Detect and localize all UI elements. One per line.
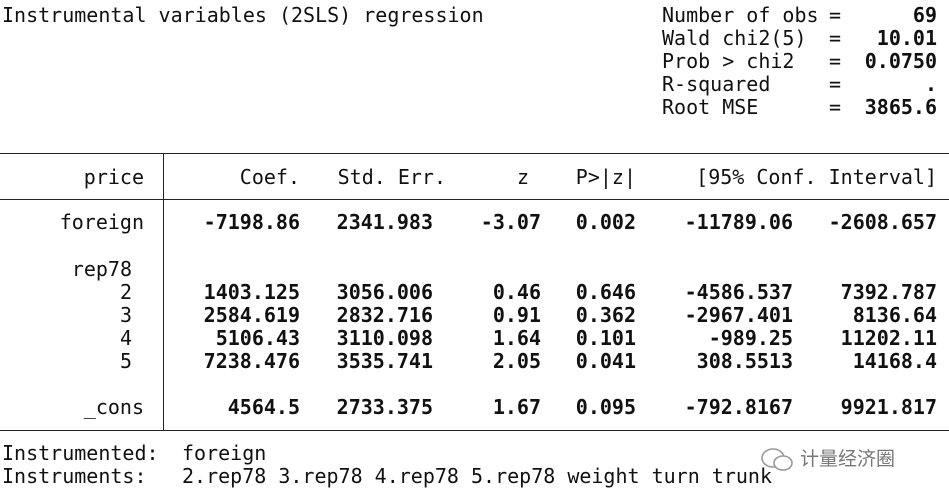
cell-value: 3535.741 (336, 348, 433, 373)
cell-value: 2832.716 (336, 302, 433, 327)
stat-value: 69 (912, 2, 937, 27)
rule (0, 430, 949, 431)
cell-value: 0.041 (575, 348, 636, 373)
stat-value: . (924, 71, 937, 96)
cell-value: 14168.4 (852, 348, 937, 373)
cell-value: 2733.375 (336, 394, 433, 419)
row-label: 4 (119, 325, 132, 350)
footer-value: foreign (182, 440, 267, 465)
footer-label: Instruments: (2, 463, 147, 488)
stat-equals: = (829, 25, 842, 50)
stat-value: 3865.6 (864, 94, 937, 119)
cell-value: 2584.619 (203, 302, 300, 327)
stat-equals: = (829, 2, 842, 27)
cell-value: 2341.983 (336, 209, 433, 234)
cell-value: 2.05 (492, 348, 541, 373)
rule (0, 153, 949, 154)
row-label: _cons (83, 394, 144, 419)
row-label: 2 (119, 279, 132, 304)
cell-value: 0.91 (492, 302, 541, 327)
cell-value: 1.64 (492, 325, 541, 350)
cell-value: 1403.125 (203, 279, 300, 304)
footer-label: Instrumented: (2, 440, 159, 465)
cell-value: 11202.11 (840, 325, 937, 350)
watermark: 计量经济圈 (800, 447, 896, 470)
cell-value: 7238.476 (203, 348, 300, 373)
cell-value: 308.5513 (696, 348, 793, 373)
column-header: Std. Err. (337, 164, 446, 189)
cell-value: -2967.401 (684, 302, 793, 327)
cell-value: -792.8167 (684, 394, 793, 419)
row-label: rep78 (71, 256, 132, 281)
stat-value: 10.01 (876, 25, 937, 50)
stat-label: Root MSE (662, 94, 759, 119)
column-header: Coef. (239, 164, 300, 189)
title: Instrumental variables (2SLS) regression (2, 2, 484, 27)
stat-label: Wald chi2(5) (662, 25, 807, 50)
cell-value: -2608.657 (828, 209, 937, 234)
column-divider (163, 153, 164, 430)
cell-value: 9921.817 (840, 394, 937, 419)
cell-value: 0.46 (492, 279, 541, 304)
cell-value: 8136.64 (852, 302, 937, 327)
cell-value: 5106.43 (215, 325, 300, 350)
stat-label: Prob > chi2 (662, 48, 795, 73)
cell-value: 4564.5 (227, 394, 300, 419)
column-header: [95% Conf. Interval] (696, 164, 937, 189)
footer-value: 2.rep78 3.rep78 4.rep78 5.rep78 weight t… (182, 463, 773, 488)
column-header: z (516, 164, 529, 189)
row-label: 5 (119, 348, 132, 373)
cell-value: -3.07 (480, 209, 541, 234)
cell-value: 1.67 (492, 394, 541, 419)
stat-equals: = (829, 48, 842, 73)
row-label: foreign (59, 209, 144, 234)
rule (0, 199, 949, 200)
cell-value: 3110.098 (336, 325, 433, 350)
cell-value: 0.095 (575, 394, 636, 419)
stat-label: R-squared (662, 71, 771, 96)
cell-value: 7392.787 (840, 279, 937, 304)
cell-value: 0.002 (575, 209, 636, 234)
cell-value: -4586.537 (684, 279, 793, 304)
cell-value: 3056.006 (336, 279, 433, 304)
dependent-variable: price (83, 164, 144, 189)
cell-value: -989.25 (708, 325, 793, 350)
stat-label: Number of obs (662, 2, 819, 27)
cell-value: 0.646 (575, 279, 636, 304)
row-label: 3 (119, 302, 132, 327)
cell-value: -11789.06 (684, 209, 793, 234)
cell-value: 0.362 (575, 302, 636, 327)
cell-value: -7198.86 (203, 209, 300, 234)
watermark-icon (761, 448, 793, 471)
column-header: P>|z| (575, 164, 636, 189)
stat-equals: = (829, 71, 842, 96)
stat-equals: = (829, 94, 842, 119)
stat-value: 0.0750 (864, 48, 937, 73)
cell-value: 0.101 (575, 325, 636, 350)
